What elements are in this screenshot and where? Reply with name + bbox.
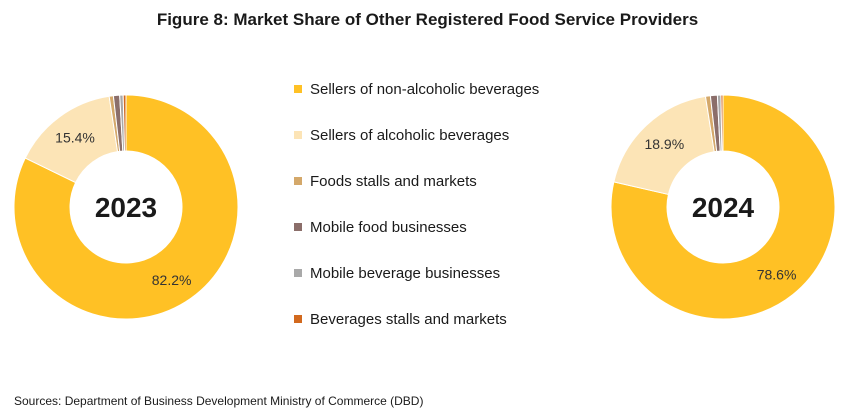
legend-label: Beverages stalls and markets xyxy=(310,310,507,328)
source-note: Sources: Department of Business Developm… xyxy=(14,394,424,408)
legend-item: Sellers of alcoholic beverages xyxy=(294,125,509,145)
legend-label: Mobile food businesses xyxy=(310,218,467,236)
legend-swatch xyxy=(294,85,302,93)
data-label: 82.2% xyxy=(152,272,192,288)
donut-slice xyxy=(122,94,127,152)
legend-item: Beverages stalls and markets xyxy=(294,309,507,329)
legend-item: Foods stalls and markets xyxy=(294,171,477,191)
legend-swatch xyxy=(294,177,302,185)
legend-label: Sellers of alcoholic beverages xyxy=(310,126,510,144)
year-label: 2023 xyxy=(95,192,157,223)
donut-slice xyxy=(720,94,724,152)
donut-slice xyxy=(13,94,239,320)
legend-swatch xyxy=(294,315,302,323)
legend-label: Foods stalls and markets xyxy=(310,172,477,190)
legend-item: Sellers of non-alcoholic beverages xyxy=(294,79,539,99)
year-label: 2024 xyxy=(692,192,755,223)
chart-title: Figure 8: Market Share of Other Register… xyxy=(156,10,699,29)
legend-label: Mobile beverage businesses xyxy=(310,264,501,282)
donut-slice xyxy=(613,95,715,196)
legend-label: Sellers of non-alcoholic beverages xyxy=(310,80,540,98)
legend-swatch xyxy=(294,131,302,139)
data-label: 18.9% xyxy=(644,136,684,152)
legend-item: Mobile beverage businesses xyxy=(294,263,500,283)
data-label: 78.6% xyxy=(757,266,797,282)
legend-item: Mobile food businesses xyxy=(294,217,467,237)
donut-slice xyxy=(610,94,836,320)
legend-swatch xyxy=(294,223,302,231)
data-label: 15.4% xyxy=(55,130,95,146)
legend-swatch xyxy=(294,269,302,277)
